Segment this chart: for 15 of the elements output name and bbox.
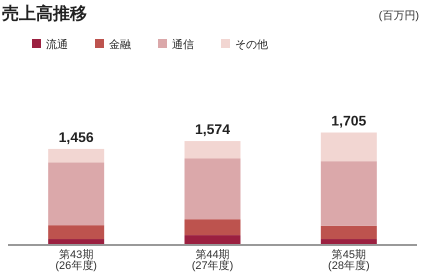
- xtick: 第45期: [332, 249, 366, 261]
- legend-label: 流通: [46, 38, 68, 51]
- annotation: (百万円): [378, 10, 419, 22]
- legend-label: 金融: [109, 39, 131, 51]
- legend-label: その他: [235, 39, 268, 51]
- annotation: 1,456: [58, 128, 94, 145]
- annotation: 1,574: [194, 121, 230, 138]
- xtick: (28年度): [328, 260, 370, 272]
- xtick: 第44期: [195, 249, 230, 261]
- annotation: 1,705: [331, 112, 366, 128]
- title: 売上高推移: [2, 4, 87, 23]
- xtick: (26年度): [55, 260, 97, 272]
- xtick: 第43期: [59, 249, 94, 261]
- legend-label: 通信: [172, 38, 194, 51]
- xtick: (27年度): [192, 260, 234, 272]
